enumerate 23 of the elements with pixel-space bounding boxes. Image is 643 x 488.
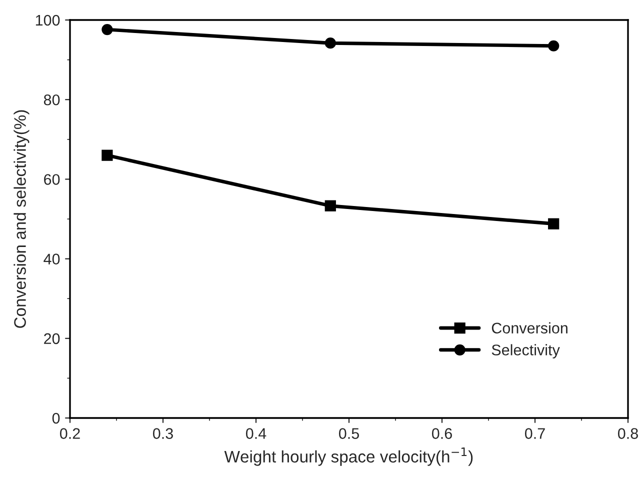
point — [324, 200, 336, 212]
y-tick-label: 20 — [44, 333, 60, 344]
y-tick-label: 100 — [36, 14, 60, 26]
point — [102, 24, 113, 36]
legend-label: Selectivity — [492, 344, 560, 358]
x-tick-label: 0.7 — [524, 428, 545, 439]
point — [324, 38, 336, 49]
x-tick-label: 0.6 — [432, 428, 452, 439]
x-tick-label: 0.4 — [246, 428, 266, 439]
y-tick-label: 60 — [44, 174, 60, 185]
x-tick-label: 0.2 — [60, 428, 80, 439]
y-tick-label: 80 — [44, 94, 60, 106]
point — [548, 218, 560, 230]
legend-label: Conversion — [492, 322, 568, 334]
x-tick-label: 0.5 — [338, 428, 359, 439]
x-tick-label: 0.8 — [618, 428, 638, 439]
y-tick-label: 40 — [44, 254, 60, 264]
y-axis-title: Conversion and selectivity(%) — [14, 110, 30, 328]
y-tick-label: 0 — [52, 412, 60, 424]
x-axis-title: Weight hourly space velocity(h$^{−1}$) — [224, 448, 473, 466]
point — [102, 150, 113, 161]
point — [548, 40, 560, 52]
x-tick-label: 0.3 — [152, 428, 173, 439]
